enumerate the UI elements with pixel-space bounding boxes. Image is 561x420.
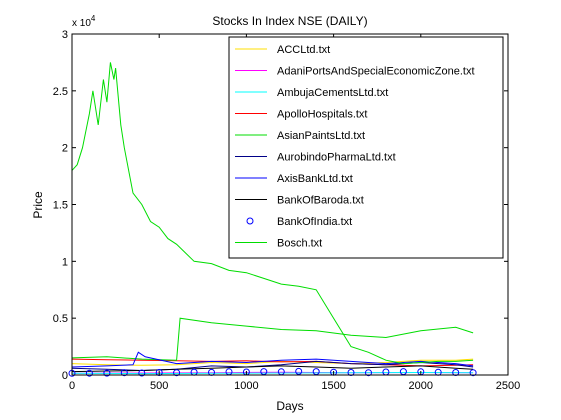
series-asianpaintsltd-line bbox=[71, 317, 474, 361]
data-point bbox=[469, 369, 477, 377]
data-point bbox=[312, 368, 320, 376]
x-tick-label: 1500 bbox=[321, 380, 345, 392]
y-tick-label: 3 bbox=[62, 29, 68, 41]
series-bankofbaroda-line bbox=[71, 365, 474, 373]
data-point bbox=[399, 368, 407, 376]
legend-label-bankofbaroda: BankOfBaroda.txt bbox=[277, 195, 364, 207]
x-tick-label: 2000 bbox=[409, 380, 433, 392]
y-multiplier-label: x 104 bbox=[72, 14, 96, 29]
y-tick-label: 1.5 bbox=[53, 200, 68, 212]
legend-label-apollohospitals: ApolloHospitals.txt bbox=[277, 109, 368, 121]
series-axisbankltd-line bbox=[71, 351, 474, 368]
legend-label-asianpaintsltd: AsianPaintsLtd.txt bbox=[277, 130, 365, 142]
data-point bbox=[138, 369, 146, 377]
data-point bbox=[85, 369, 93, 377]
legend-swatch-bankofindia bbox=[246, 217, 254, 225]
x-tick-label: 2500 bbox=[496, 380, 520, 392]
data-point bbox=[173, 369, 181, 377]
chart-title: Stocks In Index NSE (DAILY) bbox=[212, 14, 367, 28]
y-tick-label: 2 bbox=[62, 143, 68, 155]
data-point bbox=[295, 367, 303, 375]
y-multiplier-exponent: 4 bbox=[91, 14, 96, 23]
data-point bbox=[103, 369, 111, 377]
legend-label-bankofindia: BankOfIndia.txt bbox=[277, 216, 352, 228]
x-axis: 0 500 1000 1500 2000 2500 bbox=[69, 34, 520, 392]
series-bosch-line bbox=[71, 62, 474, 365]
data-point bbox=[382, 368, 390, 376]
legend-label-adaniportsandspecialeconomiczone: AdaniPortsAndSpecialEconomicZone.txt bbox=[277, 66, 475, 78]
x-axis-label: Days bbox=[276, 399, 303, 413]
legend-label-bosch: Bosch.txt bbox=[277, 238, 322, 250]
data-point bbox=[120, 369, 128, 377]
y-tick-label: 0 bbox=[62, 370, 68, 382]
series-layer bbox=[68, 62, 477, 377]
y-tick-label: 1 bbox=[62, 256, 68, 268]
legend-label-aurobindopharmaltd: AurobindoPharmaLtd.txt bbox=[277, 152, 396, 164]
y-tick-label: 2.5 bbox=[53, 86, 68, 98]
series-bankofindia-markers bbox=[68, 367, 477, 377]
legend-label-accltd: ACCLtd.txt bbox=[277, 44, 330, 56]
y-multiplier-base: x 10 bbox=[72, 18, 91, 29]
y-axis-label: Price bbox=[31, 191, 45, 219]
y-axis: 0 0.5 1 1.5 2 2.5 3 bbox=[53, 29, 508, 382]
legend: ACCLtd.txt AdaniPortsAndSpecialEconomicZo… bbox=[228, 36, 504, 259]
x-tick-label: 0 bbox=[69, 380, 75, 392]
data-point bbox=[190, 368, 198, 376]
x-tick-label: 500 bbox=[150, 380, 168, 392]
legend-label-ambujacementsltd: AmbujaCementsLtd.txt bbox=[277, 87, 388, 99]
data-point bbox=[260, 368, 268, 376]
data-point bbox=[225, 368, 233, 376]
data-point bbox=[365, 369, 372, 377]
x-tick-label: 1000 bbox=[234, 380, 258, 392]
y-tick-label: 0.5 bbox=[53, 313, 68, 325]
legend-box bbox=[228, 36, 504, 259]
legend-label-axisbankltd: AxisBankLtd.txt bbox=[277, 173, 353, 185]
